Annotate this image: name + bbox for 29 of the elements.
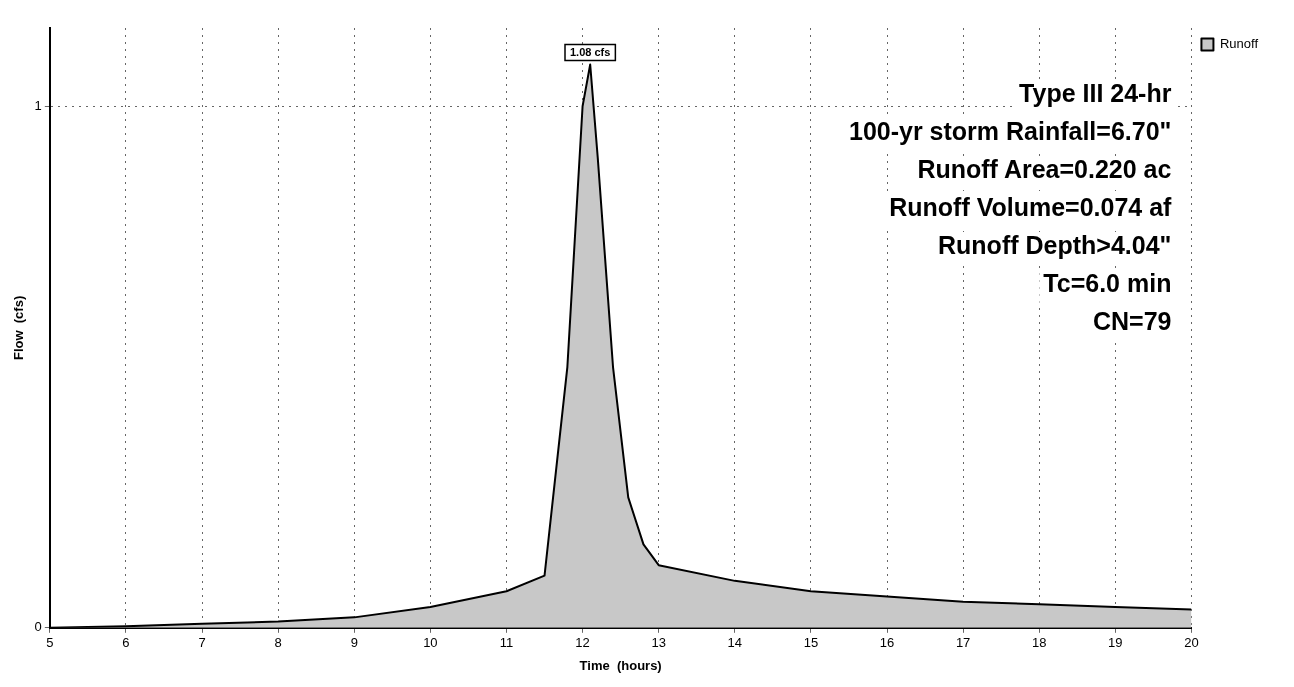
- x-tick-label: 6: [122, 635, 130, 651]
- annotation: Runoff Volume=0.074 af: [889, 193, 1173, 222]
- x-tick-label: 19: [1108, 635, 1123, 651]
- x-tick-label: 13: [651, 635, 666, 651]
- x-tick-label: 20: [1184, 635, 1199, 651]
- x-tick-label: 15: [803, 635, 819, 651]
- x-tick-label: 18: [1031, 635, 1047, 651]
- x-tick-label: 12: [575, 635, 590, 651]
- x-tick-label: 11: [499, 635, 514, 651]
- annotation: Runoff Depth>4.04": [938, 231, 1172, 260]
- x-tick-label: 8: [274, 635, 282, 651]
- x-tick-label: 9: [350, 635, 358, 651]
- x-tick-label: 10: [423, 635, 438, 651]
- annotation: Tc=6.0 min: [1043, 269, 1172, 298]
- annotation: Type III 24-hr: [1019, 79, 1172, 108]
- x-tick-label: 7: [198, 635, 206, 651]
- annotation: 1.08 cfs: [570, 45, 611, 58]
- annotation: Runoff Area=0.220 ac: [917, 155, 1172, 184]
- y-tick-label: 0: [34, 619, 42, 635]
- x-tick-label: 5: [46, 635, 54, 651]
- x-tick-label: 17: [955, 635, 971, 651]
- x-axis-title: Time (hours): [579, 657, 662, 673]
- legend-label: Runoff: [1219, 36, 1259, 52]
- x-tick-label: 14: [727, 635, 743, 651]
- annotation: CN=79: [1092, 307, 1172, 336]
- y-axis-title: Flow (cfs): [11, 295, 27, 361]
- y-tick-label: 1: [34, 97, 42, 113]
- annotation: 100-yr storm Rainfall=6.70": [849, 117, 1172, 146]
- x-tick-label: 16: [879, 635, 895, 651]
